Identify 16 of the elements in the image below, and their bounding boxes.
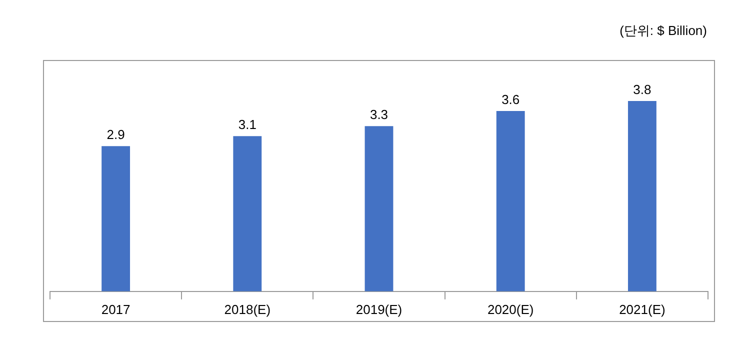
x-tick-label: 2019(E) bbox=[356, 302, 402, 317]
bar bbox=[233, 136, 262, 292]
text: (단위: $ Billion) bbox=[620, 22, 707, 40]
bar bbox=[496, 111, 525, 292]
data-label: 3.6 bbox=[502, 92, 520, 108]
data-label: 2.9 bbox=[106, 127, 125, 142]
data-label: 3.8 bbox=[633, 82, 652, 98]
bar bbox=[102, 146, 130, 292]
x-tick-label: 2017 bbox=[101, 302, 130, 317]
data-label: 3.3 bbox=[370, 107, 388, 122]
x-tick-label: 2021(E) bbox=[619, 302, 666, 317]
x-tick-label: 2018(E) bbox=[224, 302, 271, 317]
bar bbox=[628, 101, 656, 292]
bar bbox=[364, 126, 394, 292]
x-tick-label: 2020(E) bbox=[487, 302, 534, 317]
data-label: 3.1 bbox=[238, 117, 256, 132]
